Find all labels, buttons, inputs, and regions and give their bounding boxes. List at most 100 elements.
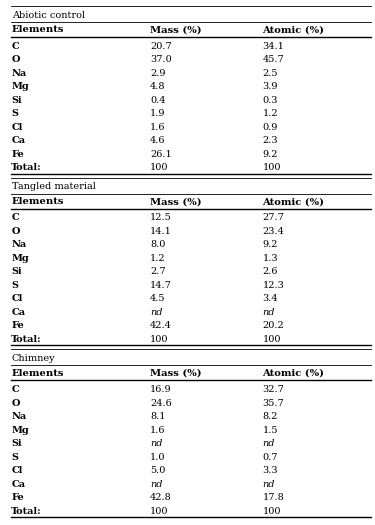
Text: 100: 100 <box>262 335 281 344</box>
Text: 3.4: 3.4 <box>262 295 278 303</box>
Text: 20.7: 20.7 <box>150 42 172 51</box>
Text: 23.4: 23.4 <box>262 227 284 236</box>
Text: 32.7: 32.7 <box>262 385 284 394</box>
Text: 0.7: 0.7 <box>262 453 278 461</box>
Text: Ca: Ca <box>11 308 26 317</box>
Text: 3.3: 3.3 <box>262 466 278 475</box>
Text: Na: Na <box>11 69 27 78</box>
Text: nd: nd <box>150 439 162 448</box>
Text: 2.6: 2.6 <box>262 267 278 277</box>
Text: S: S <box>11 281 18 290</box>
Text: 8.0: 8.0 <box>150 240 165 249</box>
Text: nd: nd <box>262 308 275 317</box>
Text: O: O <box>11 227 20 236</box>
Text: 100: 100 <box>262 507 281 516</box>
Text: 100: 100 <box>150 507 168 516</box>
Text: O: O <box>11 398 20 407</box>
Text: 4.5: 4.5 <box>150 295 165 303</box>
Text: 100: 100 <box>150 163 168 172</box>
Text: Total:: Total: <box>11 163 42 172</box>
Text: Cl: Cl <box>11 295 22 303</box>
Text: 12.5: 12.5 <box>150 214 172 223</box>
Text: 100: 100 <box>262 163 281 172</box>
Text: Si: Si <box>11 96 22 105</box>
Text: 34.1: 34.1 <box>262 42 284 51</box>
Text: Elements: Elements <box>11 197 64 206</box>
Text: 42.4: 42.4 <box>150 321 172 330</box>
Text: C: C <box>11 385 19 394</box>
Text: 8.2: 8.2 <box>262 412 278 421</box>
Text: 12.3: 12.3 <box>262 281 284 290</box>
Text: 17.8: 17.8 <box>262 493 284 502</box>
Text: 1.2: 1.2 <box>262 109 278 118</box>
Text: nd: nd <box>262 479 275 489</box>
Text: 27.7: 27.7 <box>262 214 284 223</box>
Text: Atomic (%): Atomic (%) <box>262 197 324 206</box>
Text: 1.5: 1.5 <box>262 426 278 435</box>
Text: Na: Na <box>11 240 27 249</box>
Text: S: S <box>11 453 18 461</box>
Text: S: S <box>11 109 18 118</box>
Text: C: C <box>11 214 19 223</box>
Text: 2.9: 2.9 <box>150 69 165 78</box>
Text: 2.3: 2.3 <box>262 136 278 145</box>
Text: Mass (%): Mass (%) <box>150 197 202 206</box>
Text: Ca: Ca <box>11 479 26 489</box>
Text: Abiotic control: Abiotic control <box>12 10 85 19</box>
Text: Si: Si <box>11 439 22 448</box>
Text: Chimney: Chimney <box>12 354 56 363</box>
Text: 42.8: 42.8 <box>150 493 172 502</box>
Text: 0.4: 0.4 <box>150 96 165 105</box>
Text: nd: nd <box>262 439 275 448</box>
Text: Cl: Cl <box>11 466 22 475</box>
Text: 26.1: 26.1 <box>150 150 172 159</box>
Text: Elements: Elements <box>11 26 64 35</box>
Text: 4.8: 4.8 <box>150 82 165 91</box>
Text: O: O <box>11 55 20 65</box>
Text: 100: 100 <box>150 335 168 344</box>
Text: 45.7: 45.7 <box>262 55 284 65</box>
Text: 14.7: 14.7 <box>150 281 172 290</box>
Text: Mass (%): Mass (%) <box>150 26 202 35</box>
Text: 4.6: 4.6 <box>150 136 165 145</box>
Text: Tangled material: Tangled material <box>12 182 96 191</box>
Text: 1.6: 1.6 <box>150 123 165 132</box>
Text: 0.9: 0.9 <box>262 123 278 132</box>
Text: Ca: Ca <box>11 136 26 145</box>
Text: 2.7: 2.7 <box>150 267 166 277</box>
Text: 37.0: 37.0 <box>150 55 172 65</box>
Text: Si: Si <box>11 267 22 277</box>
Text: Cl: Cl <box>11 123 22 132</box>
Text: 1.2: 1.2 <box>150 254 166 263</box>
Text: 1.0: 1.0 <box>150 453 165 461</box>
Text: 20.2: 20.2 <box>262 321 284 330</box>
Text: 16.9: 16.9 <box>150 385 172 394</box>
Text: nd: nd <box>150 479 162 489</box>
Text: Atomic (%): Atomic (%) <box>262 26 324 35</box>
Text: Fe: Fe <box>11 321 24 330</box>
Text: 9.2: 9.2 <box>262 150 278 159</box>
Text: Mg: Mg <box>11 426 29 435</box>
Text: 3.9: 3.9 <box>262 82 278 91</box>
Text: Total:: Total: <box>11 335 42 344</box>
Text: Na: Na <box>11 412 27 421</box>
Text: Elements: Elements <box>11 369 64 377</box>
Text: nd: nd <box>150 308 162 317</box>
Text: 5.0: 5.0 <box>150 466 165 475</box>
Text: 0.3: 0.3 <box>262 96 278 105</box>
Text: Fe: Fe <box>11 493 24 502</box>
Text: 35.7: 35.7 <box>262 398 284 407</box>
Text: 1.9: 1.9 <box>150 109 165 118</box>
Text: 14.1: 14.1 <box>150 227 172 236</box>
Text: C: C <box>11 42 19 51</box>
Text: Atomic (%): Atomic (%) <box>262 369 324 377</box>
Text: 1.3: 1.3 <box>262 254 278 263</box>
Text: Total:: Total: <box>11 507 42 516</box>
Text: Mass (%): Mass (%) <box>150 369 202 377</box>
Text: Mg: Mg <box>11 82 29 91</box>
Text: 2.5: 2.5 <box>262 69 278 78</box>
Text: Mg: Mg <box>11 254 29 263</box>
Text: 24.6: 24.6 <box>150 398 172 407</box>
Text: 9.2: 9.2 <box>262 240 278 249</box>
Text: 8.1: 8.1 <box>150 412 165 421</box>
